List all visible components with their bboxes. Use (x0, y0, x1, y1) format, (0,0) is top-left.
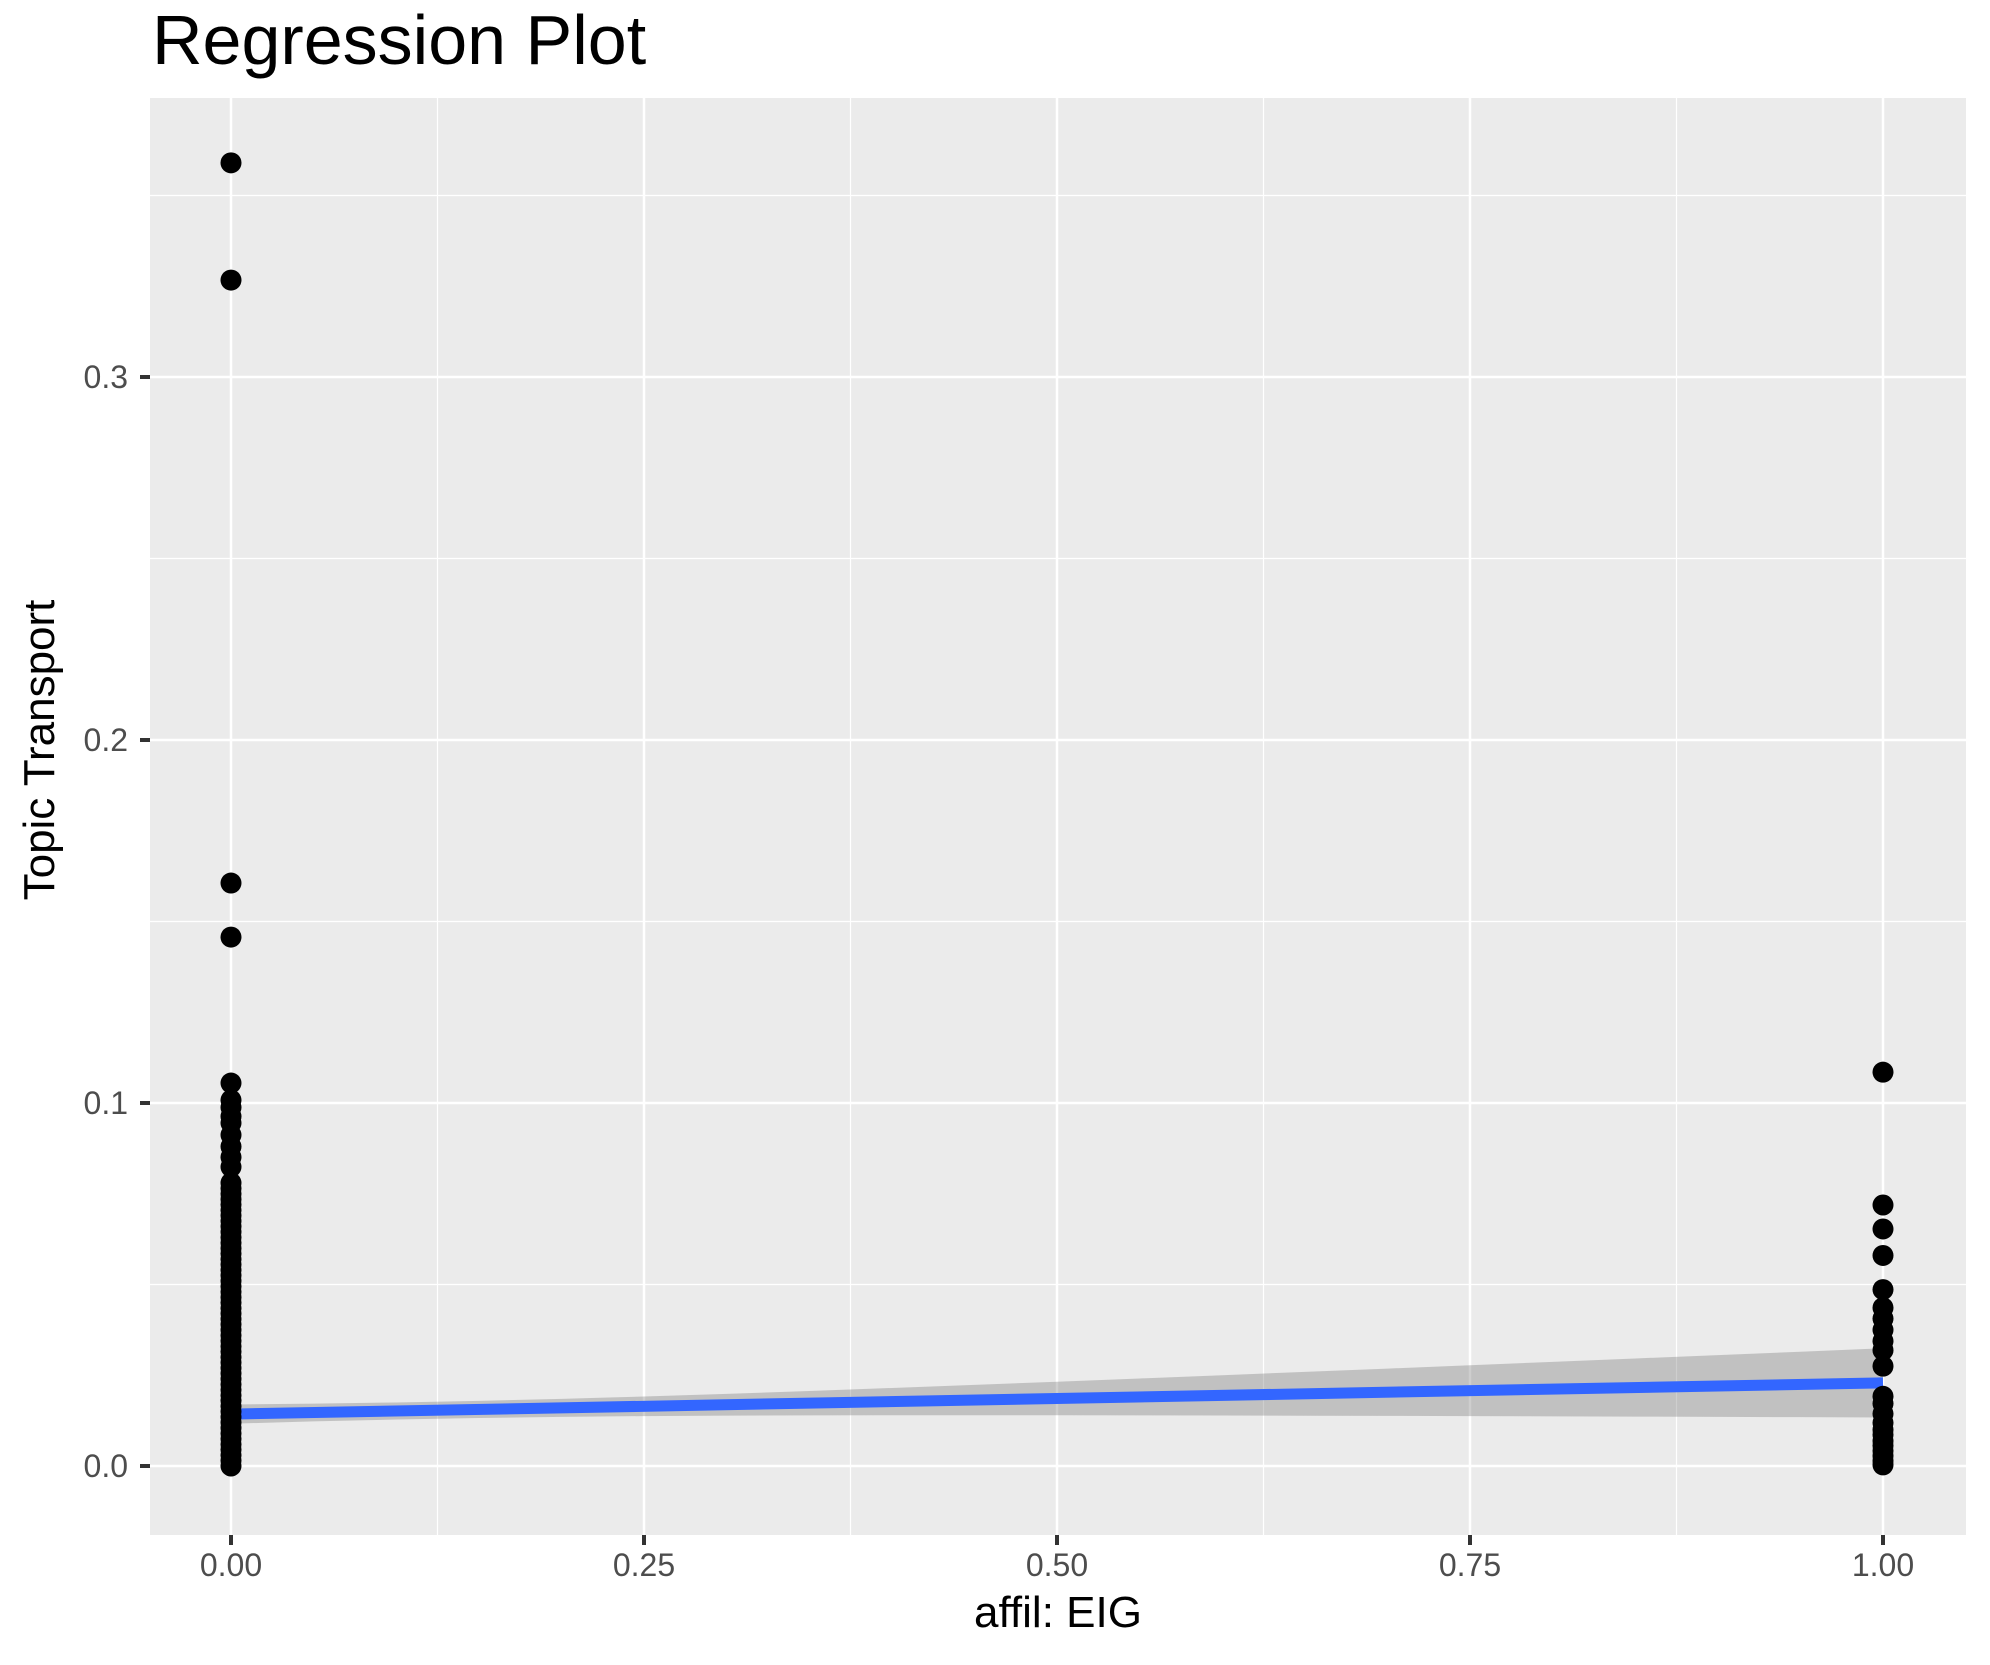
y-axis-tick-label: 0.3 (83, 359, 128, 395)
x-axis-tick-label: 0.75 (1438, 1547, 1502, 1583)
data-point (1872, 1194, 1894, 1216)
data-point (1872, 1355, 1894, 1377)
data-point (220, 1072, 242, 1094)
x-axis-tick-label: 1.00 (1851, 1547, 1915, 1583)
plot-panel (150, 98, 1966, 1535)
data-point (1872, 1385, 1894, 1407)
x-axis-tick-mark (642, 1535, 646, 1545)
x-axis-title: affil: EIG (974, 1588, 1142, 1637)
y-axis-tick-label: 0.1 (83, 1085, 128, 1121)
y-axis-tick-mark (140, 738, 150, 742)
data-point (220, 152, 242, 174)
x-axis-tick-mark (229, 1535, 233, 1545)
data-point (1872, 1218, 1894, 1240)
x-axis-tick-label: 0.00 (199, 1547, 263, 1583)
y-axis-tick-mark (140, 1101, 150, 1105)
plot-area-svg (150, 98, 1966, 1535)
y-axis-tick-mark (140, 1464, 150, 1468)
x-axis-tick-mark (1468, 1535, 1472, 1545)
data-point (1872, 1061, 1894, 1083)
regression-line (230, 1377, 1884, 1420)
y-axis-tick-label: 0.2 (83, 722, 128, 758)
data-point (1872, 1279, 1894, 1301)
x-axis-tick-mark (1881, 1535, 1885, 1545)
data-point (220, 1172, 242, 1194)
y-axis-title: Topic Transport (15, 599, 64, 901)
data-point (1872, 1297, 1894, 1319)
y-axis-tick-mark (140, 375, 150, 379)
plot-title: Regression Plot (152, 1, 647, 79)
x-axis-tick-label: 0.50 (1025, 1547, 1089, 1583)
x-axis-tick-mark (1055, 1535, 1059, 1545)
data-point (1872, 1244, 1894, 1266)
data-point (220, 872, 242, 894)
x-axis-tick-label: 0.25 (612, 1547, 676, 1583)
data-point (220, 926, 242, 948)
data-point (220, 1089, 242, 1111)
data-point (220, 269, 242, 291)
y-axis-tick-label: 0.0 (83, 1448, 128, 1484)
